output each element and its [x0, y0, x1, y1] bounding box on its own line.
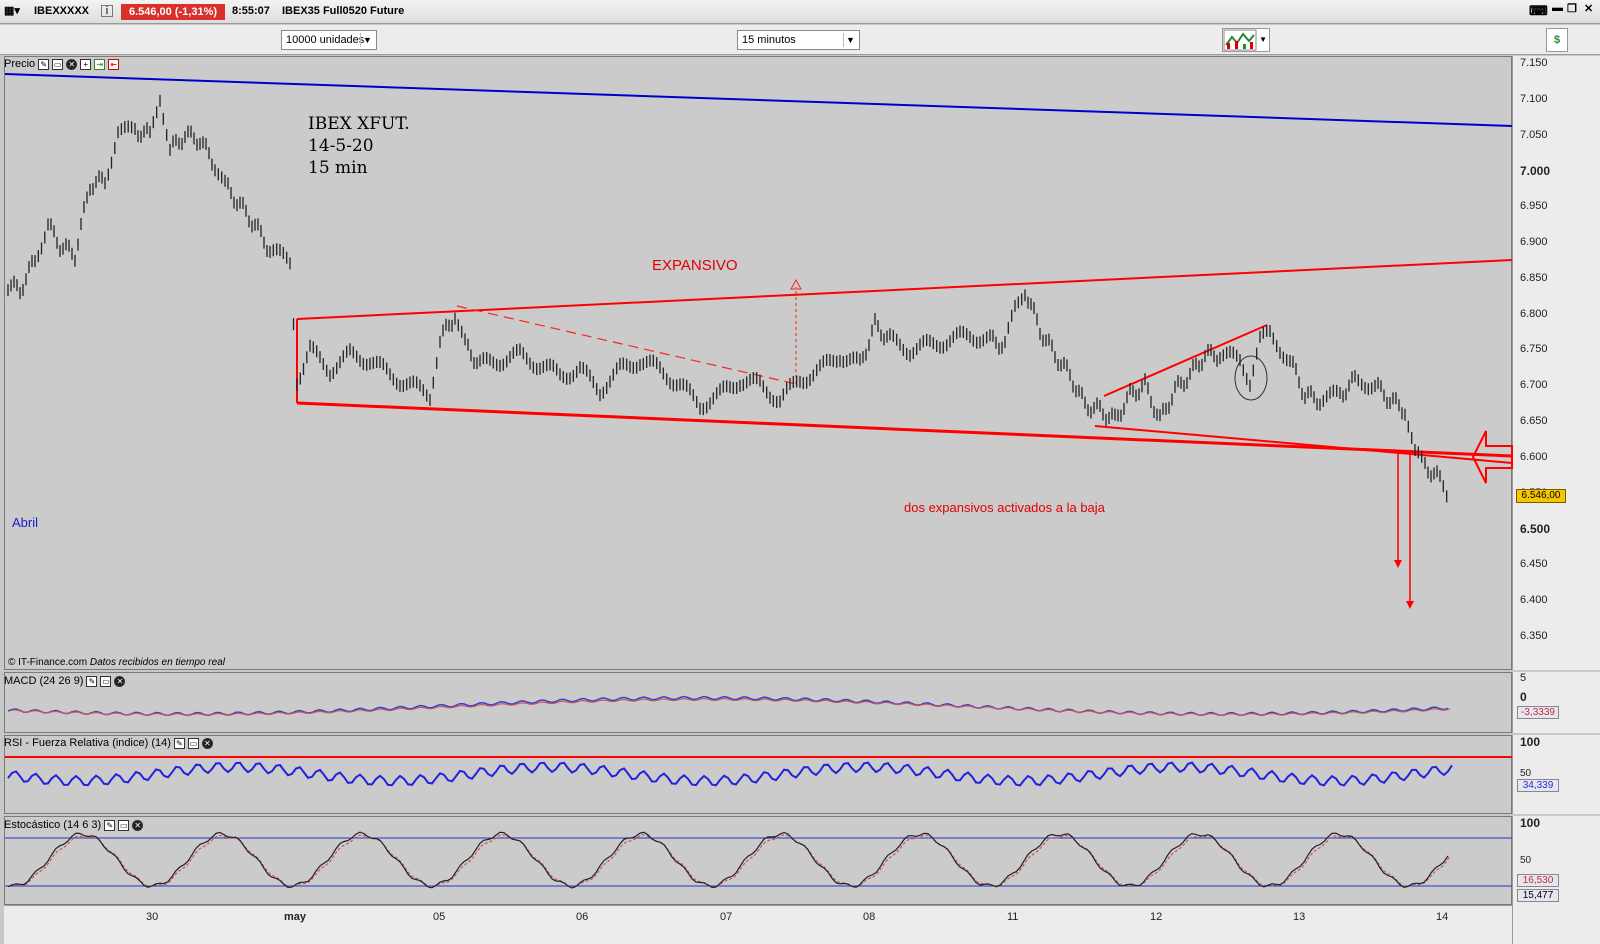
- price-tick: 7.000: [1520, 164, 1551, 179]
- price-tick: 6.650: [1520, 415, 1548, 427]
- price-tick: 7.150: [1520, 57, 1548, 69]
- expansivo-label: EXPANSIVO: [652, 257, 738, 274]
- time-axis-label: 14: [1436, 911, 1449, 923]
- close-panel-icon[interactable]: ✕: [132, 820, 144, 831]
- chart-title-line2: 14-5-20: [308, 136, 374, 156]
- price-tick: 6.900: [1520, 236, 1548, 248]
- copyright-note: © IT-Finance.com Datos recibidos en tiem…: [8, 657, 225, 668]
- chart-type-icon: [1223, 29, 1257, 51]
- last-price-badge: 6.546,00 (-1,31%): [121, 4, 225, 20]
- time-axis-label: 11: [1007, 911, 1019, 923]
- chevron-down-icon: ▼: [843, 33, 857, 47]
- quick-trade-icon[interactable]: $: [1546, 28, 1568, 52]
- restore-button[interactable]: ❐: [1567, 3, 1577, 15]
- macd-tick: 5: [1520, 672, 1527, 684]
- price-tick: 6.850: [1520, 271, 1548, 284]
- rsi-axis: [1512, 735, 1600, 814]
- price-tick: 6.400: [1520, 594, 1548, 606]
- price-tick: 6.750: [1520, 343, 1548, 356]
- instrument-name: IBEX35 Full0520 Future: [282, 5, 405, 17]
- wrench-icon[interactable]: ✎: [104, 820, 116, 831]
- chevron-down-icon: ▼: [1259, 35, 1267, 44]
- window-icon[interactable]: ▭: [100, 676, 112, 687]
- price-panel-title: Precio: [4, 58, 36, 70]
- minimize-button[interactable]: ▬: [1552, 2, 1563, 14]
- price-tick: 7.050: [1520, 128, 1548, 141]
- price-tick: 6.950: [1520, 200, 1548, 213]
- time-axis: [4, 905, 1512, 944]
- interval-select-value: 15 minutos: [742, 34, 796, 46]
- rsi-value-label: 34,339: [1517, 779, 1559, 792]
- time-axis-label: 08: [863, 911, 876, 923]
- time-axis-label: 07: [720, 911, 733, 923]
- units-select[interactable]: 10000 unidades ▼: [281, 30, 377, 50]
- symbol-label[interactable]: IBEXXXXX: [34, 5, 90, 17]
- info-icon[interactable]: i: [101, 5, 113, 17]
- abril-label: Abril: [12, 515, 39, 530]
- units-select-value: 10000 unidades: [286, 34, 365, 46]
- price-axis: [1512, 56, 1600, 670]
- window-icon[interactable]: ▭: [187, 738, 199, 749]
- rsi-tick: 100: [1520, 735, 1541, 749]
- copyright-text: © IT-Finance.com: [8, 657, 88, 668]
- close-panel-icon[interactable]: ✕: [66, 59, 78, 70]
- time-axis-label: 05: [433, 911, 446, 923]
- price-tick: 6.500: [1520, 522, 1551, 537]
- export-icon[interactable]: ⇥: [94, 59, 106, 70]
- stoch-panel-header: Estocástico (14 6 3) ✎ ▭ ✕: [4, 818, 144, 833]
- price-tick: 7.100: [1520, 92, 1548, 105]
- add-icon[interactable]: +: [80, 59, 92, 70]
- time-axis-label: 13: [1293, 911, 1306, 923]
- macd-tick: 0: [1520, 690, 1527, 704]
- close-panel-icon[interactable]: ✕: [114, 676, 126, 687]
- time-axis-label: 12: [1150, 911, 1163, 923]
- window-icon[interactable]: ▭: [52, 59, 64, 70]
- price-tick: 6.350: [1520, 629, 1548, 642]
- stoch-panel: [4, 816, 1512, 905]
- keyboard-icon[interactable]: ⌨: [1529, 3, 1548, 18]
- macd-axis: [1512, 672, 1600, 733]
- price-tick: 6.450: [1520, 558, 1548, 571]
- import-icon[interactable]: ⇤: [108, 59, 120, 70]
- stoch-value-label-2: 15,477: [1517, 889, 1559, 902]
- rsi-panel: [4, 735, 1512, 814]
- rsi-panel-title: RSI - Fuerza Relativa (indice) (14): [4, 737, 171, 749]
- price-panel-header: Precio ✎ ▭ ✕ + ⇥ ⇤: [4, 57, 120, 72]
- rsi-panel-header: RSI - Fuerza Relativa (indice) (14) ✎ ▭ …: [4, 736, 213, 751]
- macd-panel: [4, 672, 1512, 733]
- close-button[interactable]: ✕: [1584, 3, 1594, 15]
- stoch-tick: 100: [1520, 816, 1541, 830]
- time-axis-label: 30: [146, 911, 159, 923]
- chart-type-button[interactable]: ▼: [1222, 28, 1270, 52]
- macd-panel-title: MACD (24 26 9): [4, 675, 84, 687]
- window-icon[interactable]: ▭: [118, 820, 130, 831]
- stoch-panel-title: Estocástico (14 6 3): [4, 819, 102, 831]
- wrench-icon[interactable]: ✎: [173, 738, 185, 749]
- title-bar: ▦▾ IBEXXXXX i 6.546,00 (-1,31%) 8:55:07 …: [0, 0, 1600, 24]
- interval-select[interactable]: 15 minutos ▼: [737, 30, 860, 50]
- toolbar: 10000 unidades ▼ 15 minutos ▼ ▼ $: [0, 25, 1600, 55]
- stoch-value-label-1: 16,530: [1517, 874, 1559, 887]
- chart-title-line1: IBEX XFUT.: [308, 114, 410, 134]
- macd-value-label: -3,3339: [1517, 706, 1559, 719]
- price-tick: 6.800: [1520, 307, 1548, 320]
- menu-grid-icon[interactable]: ▦▾: [4, 5, 20, 17]
- rsi-tick: 50: [1520, 768, 1532, 779]
- price-panel: [4, 56, 1512, 670]
- time-axis-label: 06: [576, 911, 589, 923]
- wrench-icon[interactable]: ✎: [38, 59, 50, 70]
- dos-expansivos-label: dos expansivos activados a la baja: [904, 500, 1105, 515]
- realtime-note: Datos recibidos en tiempo real: [89, 657, 225, 668]
- chart-title-line3: 15 min: [308, 158, 368, 178]
- time-axis-label: may: [284, 911, 307, 923]
- macd-panel-header: MACD (24 26 9) ✎ ▭ ✕: [4, 674, 126, 689]
- price-tick: 6.700: [1520, 379, 1548, 392]
- clock-time: 8:55:07: [232, 5, 270, 17]
- price-tick: 6.600: [1520, 450, 1548, 463]
- chevron-down-icon: ▼: [360, 33, 374, 47]
- wrench-icon[interactable]: ✎: [86, 676, 98, 687]
- current-price-label: 6.546,00: [1516, 489, 1566, 503]
- stoch-tick: 50: [1520, 855, 1532, 866]
- close-panel-icon[interactable]: ✕: [201, 738, 213, 749]
